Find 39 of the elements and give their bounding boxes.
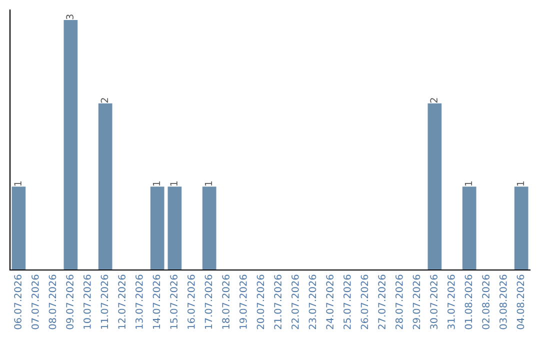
- x-tick-label: 25.07.2026: [343, 274, 351, 330]
- x-tick-label: 27.07.2026: [378, 274, 386, 330]
- data-label: 1: [152, 181, 160, 186]
- x-tick-label: 07.07.2026: [31, 274, 39, 330]
- x-tick-label: 08.07.2026: [48, 274, 56, 330]
- data-label: 1: [516, 181, 524, 186]
- x-tick-label: 18.07.2026: [222, 274, 230, 329]
- data-label: 2: [430, 98, 438, 103]
- x-tick-label: 04.08.2026: [516, 274, 524, 330]
- x-tick-label: 11.07.2026: [100, 274, 108, 329]
- data-label: 2: [100, 98, 108, 103]
- x-tick-label: 10.07.2026: [83, 274, 91, 329]
- x-tick-label: 06.07.2026: [14, 274, 22, 330]
- data-label: 3: [66, 14, 74, 20]
- x-tick-label: 29.07.2026: [412, 274, 420, 330]
- x-tick-label: 30.07.2026: [430, 274, 438, 330]
- x-tick-label: 24.07.2026: [326, 274, 334, 330]
- x-tick-label: 26.07.2026: [360, 274, 368, 330]
- x-tick-label: 02.08.2026: [482, 274, 490, 330]
- x-tick-label: 23.07.2026: [308, 274, 316, 330]
- x-tick-label: 21.07.2026: [274, 274, 282, 330]
- x-tick-label: 15.07.2026: [170, 274, 178, 329]
- x-tick-label: 19.07.2026: [239, 274, 247, 329]
- x-tick-label: 12.07.2026: [118, 274, 126, 329]
- data-label: 1: [170, 181, 178, 186]
- x-tick-label: 03.08.2026: [499, 274, 507, 330]
- x-tick-label: 01.08.2026: [464, 274, 472, 330]
- x-tick-label: 14.07.2026: [152, 274, 160, 329]
- x-tick-label: 13.07.2026: [135, 274, 143, 329]
- data-label: 1: [14, 181, 22, 186]
- x-tick-label: 22.07.2026: [291, 274, 299, 330]
- x-tick-label: 28.07.2026: [395, 274, 403, 330]
- data-label: 1: [464, 181, 472, 186]
- x-tick-label: 20.07.2026: [256, 274, 264, 330]
- x-tick-label: 09.07.2026: [66, 274, 74, 330]
- x-tick-label: 16.07.2026: [187, 274, 195, 329]
- x-tick-label: 17.07.2026: [204, 274, 212, 329]
- data-label: 1: [204, 181, 212, 186]
- x-tick-label: 31.07.2026: [447, 274, 455, 330]
